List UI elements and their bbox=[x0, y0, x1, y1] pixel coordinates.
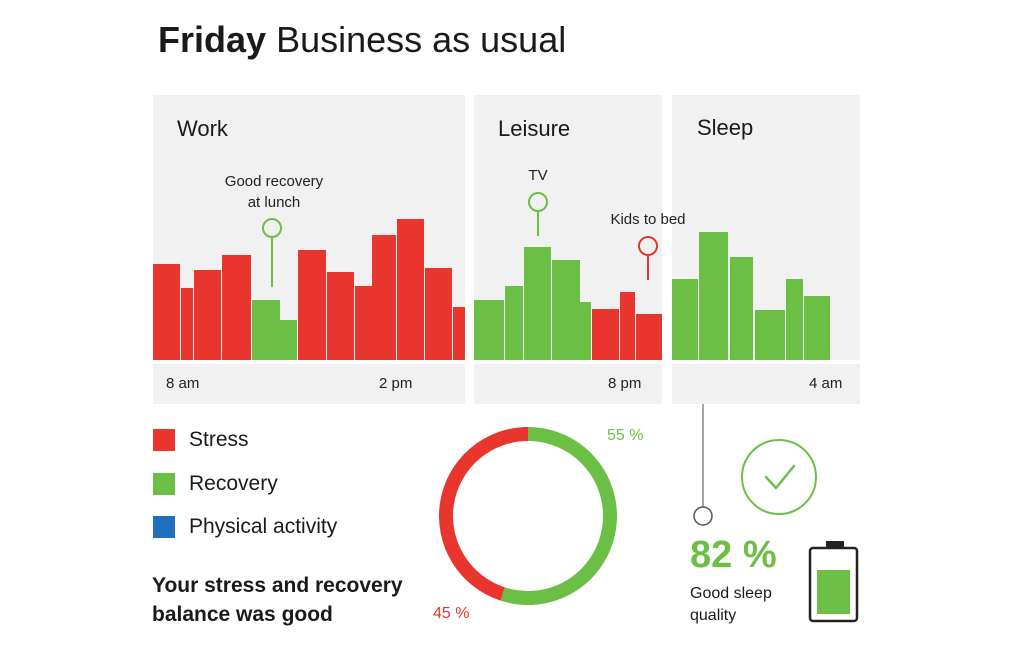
stress-bar bbox=[153, 264, 180, 360]
section-label-leisure: Leisure bbox=[498, 116, 571, 141]
legend-label: Physical activity bbox=[189, 515, 338, 538]
x-tick-label: 8 pm bbox=[608, 375, 642, 392]
stress-bar bbox=[222, 255, 251, 360]
recovery-bar bbox=[699, 232, 728, 360]
recovery-bar bbox=[804, 296, 830, 360]
x-tick-label: 2 pm bbox=[379, 375, 413, 392]
battery-icon bbox=[808, 541, 859, 623]
sleep-quality-line: quality bbox=[690, 607, 737, 624]
recovery-bar bbox=[672, 279, 698, 360]
sleep-connector bbox=[693, 404, 713, 526]
stress-bar bbox=[425, 268, 452, 360]
sleep-quality-percent: 82 % bbox=[690, 534, 777, 576]
summary-line: Your stress and recovery bbox=[152, 574, 403, 597]
stress-percent-label: 45 % bbox=[433, 605, 470, 622]
recovery-bar bbox=[252, 300, 280, 360]
stress-bar bbox=[397, 219, 424, 360]
stress-bar bbox=[327, 272, 354, 360]
battery-fill bbox=[817, 570, 850, 614]
stress-bar bbox=[194, 270, 221, 360]
stress-bar bbox=[592, 309, 619, 360]
title-day: Friday bbox=[158, 19, 267, 60]
checkmark-icon bbox=[741, 439, 817, 515]
annotation-good-recovery: Good recovery at lunch bbox=[210, 171, 338, 213]
legend-swatch bbox=[153, 473, 175, 495]
legend-item-physical-activity: Physical activity bbox=[153, 515, 337, 539]
sleep-quality-label: Good sleep quality bbox=[690, 583, 800, 627]
summary-line: balance was good bbox=[152, 603, 333, 626]
stress-bar bbox=[453, 307, 465, 360]
section-label-work: Work bbox=[177, 116, 228, 141]
annotation-pin-kids-to-bed bbox=[638, 236, 658, 280]
stress-bar bbox=[620, 292, 635, 360]
recovery-bar bbox=[280, 320, 297, 360]
recovery-bar bbox=[730, 257, 753, 360]
annotation-pin-tv bbox=[528, 192, 548, 236]
annotation-pin-good-recovery bbox=[262, 218, 282, 287]
annotation-kids-to-bed: Kids to bed bbox=[610, 211, 686, 228]
stress-bar bbox=[636, 314, 662, 360]
donut-recovery-slice bbox=[500, 427, 617, 605]
page-title: Friday Business as usual bbox=[158, 18, 566, 62]
stress-bar bbox=[181, 288, 193, 360]
recovery-bar bbox=[505, 286, 523, 360]
balance-donut bbox=[439, 427, 617, 605]
recovery-percent-label: 55 % bbox=[607, 427, 644, 444]
recovery-bar bbox=[552, 260, 580, 360]
axis-strip-work bbox=[153, 364, 465, 404]
stress-bar bbox=[298, 250, 326, 360]
legend-swatch bbox=[153, 429, 175, 451]
legend-swatch bbox=[153, 516, 175, 538]
recovery-bar bbox=[524, 247, 551, 360]
legend-label: Recovery bbox=[189, 472, 278, 495]
balance-summary: Your stress and recovery balance was goo… bbox=[152, 571, 452, 629]
legend-label: Stress bbox=[189, 428, 249, 451]
x-tick-label: 4 am bbox=[809, 375, 843, 392]
axis-strip-sleep bbox=[672, 364, 860, 404]
legend-item-recovery: Recovery bbox=[153, 472, 278, 496]
sleep-quality-line: Good sleep bbox=[690, 585, 772, 602]
stress-bar bbox=[355, 286, 372, 360]
axis-strip-leisure bbox=[474, 364, 662, 404]
donut-stress-slice bbox=[439, 427, 529, 601]
stress-bar bbox=[372, 235, 396, 360]
recovery-bar bbox=[755, 310, 785, 360]
annotation-line: Good recovery bbox=[224, 173, 324, 190]
x-tick-label: 8 am bbox=[166, 375, 200, 392]
annotation-tv: TV bbox=[528, 167, 548, 184]
recovery-bar bbox=[474, 300, 504, 360]
recovery-bar bbox=[786, 279, 803, 360]
legend-item-stress: Stress bbox=[153, 428, 249, 452]
section-label-sleep: Sleep bbox=[697, 115, 754, 140]
recovery-bar bbox=[580, 302, 591, 360]
title-subtitle: Business as usual bbox=[276, 19, 567, 60]
annotation-line: at lunch bbox=[247, 194, 301, 211]
